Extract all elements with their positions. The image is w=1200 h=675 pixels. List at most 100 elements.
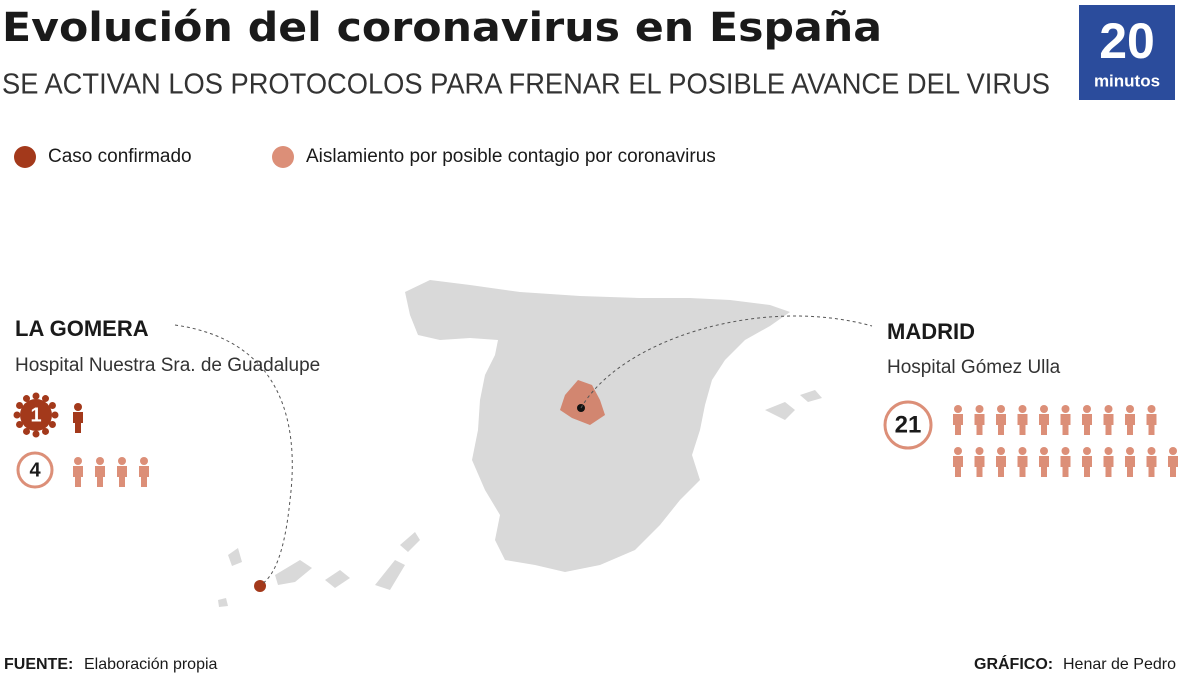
person-body [1060, 456, 1071, 477]
count-number: 1 [30, 404, 41, 426]
count-number: 21 [895, 411, 922, 438]
person-body [1039, 414, 1049, 435]
person-head [1083, 405, 1091, 413]
person-head [74, 457, 82, 465]
person-icon [996, 447, 1006, 477]
balearics [765, 390, 822, 420]
person-body [139, 466, 149, 487]
person-head [997, 447, 1005, 455]
count-number: 4 [29, 459, 41, 481]
person-icon [1017, 447, 1028, 477]
person-icon [1103, 447, 1114, 477]
person-head [1018, 447, 1027, 455]
person-head [96, 457, 104, 465]
count-ring [883, 400, 933, 450]
person-body [953, 456, 963, 477]
person-head [1040, 405, 1048, 413]
person-icon [1039, 405, 1049, 435]
legend: Caso confirmado Aislamiento por posible c… [14, 146, 716, 168]
virus-spike [42, 427, 49, 435]
person-body [996, 414, 1006, 435]
virus-spike [16, 421, 24, 428]
person-head [1104, 447, 1113, 455]
person-body [1103, 456, 1114, 477]
person-icon [139, 457, 149, 487]
madrid-region [560, 380, 605, 425]
map [174, 280, 873, 607]
logo-box [1079, 5, 1175, 100]
logo-word: minutos [1094, 71, 1160, 90]
person-body [1017, 456, 1028, 477]
person-body [1017, 414, 1028, 435]
person-body [73, 466, 83, 487]
person-body [73, 412, 83, 433]
hospital-name: Hospital Nuestra Sra. de Guadalupe [15, 355, 320, 376]
person-body [95, 466, 105, 487]
virus-spike [23, 427, 30, 435]
person-head [74, 403, 82, 411]
person-head [975, 405, 984, 413]
person-body [974, 456, 985, 477]
person-head [1126, 447, 1134, 455]
person-head [1040, 447, 1048, 455]
person-body [1039, 456, 1049, 477]
person-body [1082, 414, 1092, 435]
person-body [117, 466, 127, 487]
connector-gomera [174, 324, 293, 585]
logo-number: 20 [1099, 13, 1155, 69]
virus-spike [51, 411, 59, 419]
person-icon [974, 447, 985, 477]
person-head [1126, 405, 1134, 413]
person-head [1147, 405, 1156, 413]
hospital-name: Hospital Gómez Ulla [887, 357, 1061, 378]
legend-swatch [14, 146, 36, 168]
person-head [1169, 447, 1177, 455]
person-icon [1168, 447, 1178, 477]
virus-spike [13, 411, 21, 419]
virus-spike [23, 395, 30, 403]
person-body [953, 414, 963, 435]
person-head [1061, 405, 1070, 413]
source-label: FUENTE: [4, 656, 73, 673]
source: Elaboración propia [84, 656, 218, 673]
person-body [974, 414, 985, 435]
person-body [1060, 414, 1071, 435]
title: Evolución del coronavirus en España [2, 5, 882, 51]
person-head [1083, 447, 1091, 455]
person-head [1061, 447, 1070, 455]
person-icon [1146, 447, 1157, 477]
person-icon [974, 405, 985, 435]
connector-madrid [580, 315, 873, 409]
person-head [140, 457, 148, 465]
person-body [1146, 456, 1157, 477]
subtitle: SE ACTIVAN LOS PROTOCOLOS PARA FRENAR EL… [2, 69, 1050, 101]
person-body [1103, 414, 1114, 435]
virus-spike [32, 392, 40, 400]
credit: Henar de Pedro [1063, 656, 1176, 673]
person-icon [117, 457, 127, 487]
virus-spike [48, 421, 56, 428]
person-body [996, 456, 1006, 477]
person-icon [1125, 447, 1135, 477]
person-body [1146, 414, 1157, 435]
person-icon [1082, 405, 1092, 435]
person-head [954, 447, 962, 455]
person-body [1082, 456, 1092, 477]
person-body [1168, 456, 1178, 477]
person-head [1147, 447, 1156, 455]
person-icon [73, 403, 83, 433]
person-icon [95, 457, 105, 487]
person-icon [1060, 405, 1071, 435]
person-icon [1103, 405, 1114, 435]
person-icon [1125, 405, 1135, 435]
person-icon [953, 405, 963, 435]
location-name: LA GOMERA [15, 316, 149, 341]
person-head [954, 405, 962, 413]
person-head [1104, 405, 1113, 413]
virus-spike [16, 402, 24, 409]
person-head [997, 405, 1005, 413]
person-head [1018, 405, 1027, 413]
person-icon [73, 457, 83, 487]
legend-label: Aislamiento por posible contagio por cor… [306, 146, 716, 167]
